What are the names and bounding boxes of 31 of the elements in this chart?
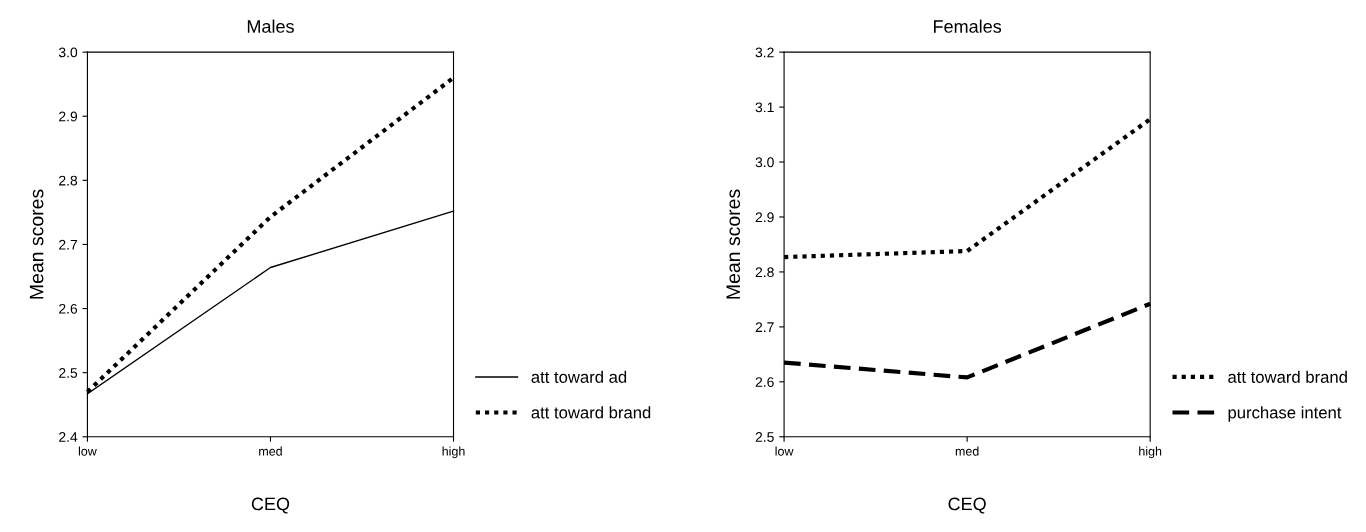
chart-title: Females xyxy=(933,19,1002,33)
y-tick-label: 2.7 xyxy=(755,322,774,332)
y-tick-label: 2.8 xyxy=(59,175,78,186)
x-tick-label: low xyxy=(775,446,794,456)
x-axis-title: CEQ xyxy=(251,497,290,514)
y-tick-label: 2.6 xyxy=(59,303,78,314)
y-tick-label: 3.0 xyxy=(755,157,774,168)
y-tick-label: 2.5 xyxy=(59,368,78,378)
y-tick-label: 2.6 xyxy=(755,377,774,387)
legend-label: att toward ad xyxy=(531,370,627,383)
chart-title: Males xyxy=(247,19,294,33)
y-axis-title: Mean scores xyxy=(726,189,741,299)
x-tick-label: high xyxy=(1139,446,1162,459)
x-axis-title: CEQ xyxy=(948,497,986,514)
x-tick-label: low xyxy=(78,446,97,456)
y-tick-label: 2.9 xyxy=(59,111,78,122)
y-tick-label: 2.5 xyxy=(755,432,774,442)
y-tick-label: 3.0 xyxy=(58,47,78,58)
legend-label: att toward brand xyxy=(531,406,651,419)
y-tick-label: 2.9 xyxy=(755,212,774,223)
y-axis-title: Mean scores xyxy=(29,189,44,299)
x-tick-label: med xyxy=(259,446,282,456)
legend-label: att toward brand xyxy=(1228,370,1347,383)
x-tick-label: med xyxy=(955,446,979,456)
y-tick-label: 3.2 xyxy=(755,47,774,58)
x-tick-label: high xyxy=(442,446,465,459)
legend-label: purchase intent xyxy=(1228,406,1342,422)
y-tick-label: 3.1 xyxy=(755,102,774,113)
y-tick-label: 2.4 xyxy=(59,432,78,442)
y-tick-label: 2.8 xyxy=(755,267,774,278)
y-tick-label: 2.7 xyxy=(59,239,78,250)
